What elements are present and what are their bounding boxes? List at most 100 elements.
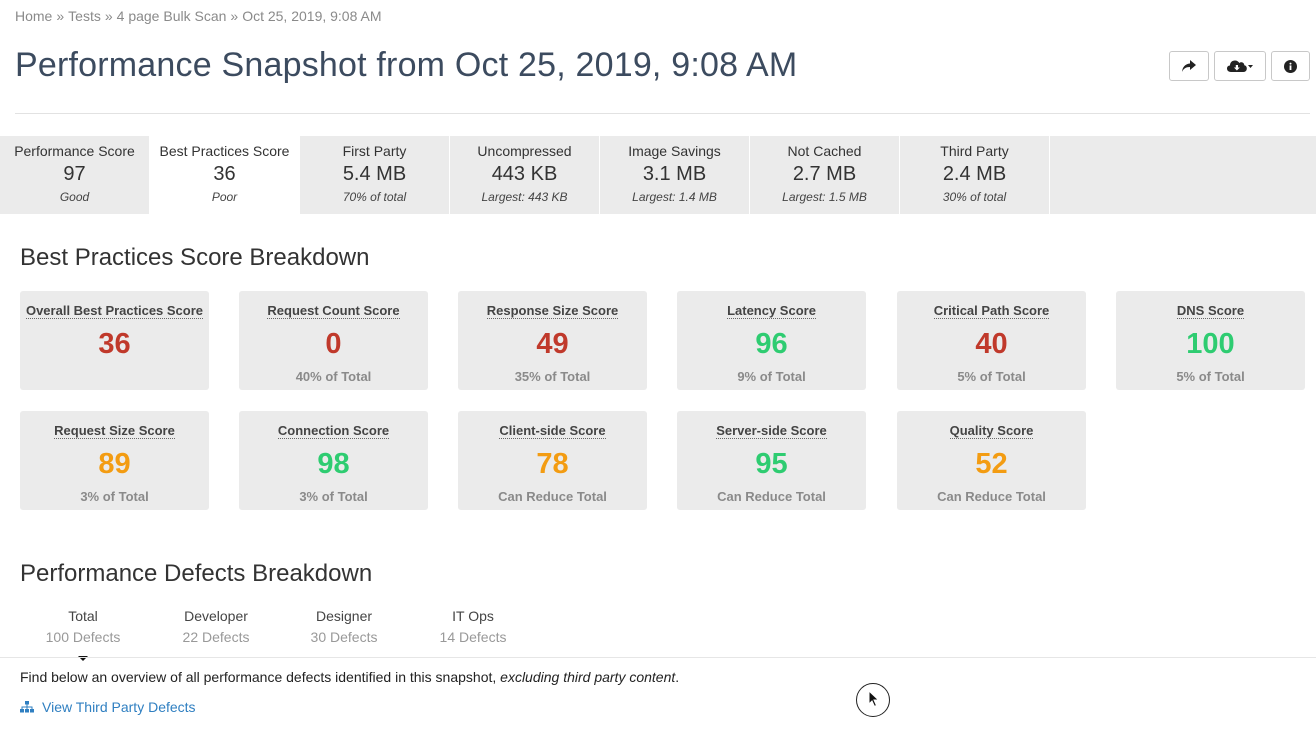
metric-value: 36 bbox=[213, 163, 236, 185]
active-tab-caret-icon bbox=[78, 656, 88, 661]
score-card-value: 40 bbox=[975, 328, 1008, 360]
score-card-label[interactable]: Critical Path Score bbox=[933, 303, 1050, 319]
metric-value: 2.7 MB bbox=[792, 163, 857, 185]
score-card-sub: Can Reduce Total bbox=[498, 489, 607, 504]
metric-tab-performance-score[interactable]: Performance Score 97 Good bbox=[0, 136, 150, 214]
header-divider bbox=[15, 113, 1310, 114]
metric-sub: 70% of total bbox=[342, 190, 407, 204]
score-card-sub: 3% of Total bbox=[299, 489, 368, 504]
score-card-sub: 35% of Total bbox=[514, 369, 591, 384]
breadcrumb-home[interactable]: Home bbox=[15, 8, 53, 24]
info-icon bbox=[1284, 59, 1297, 73]
score-card-label[interactable]: Latency Score bbox=[727, 303, 816, 319]
score-card-value: 78 bbox=[536, 448, 569, 480]
score-card-label[interactable]: Request Count Score bbox=[267, 303, 400, 319]
score-card-value: 52 bbox=[975, 448, 1008, 480]
score-card-sub: 9% of Total bbox=[737, 369, 806, 384]
score-card-label[interactable]: Request Size Score bbox=[54, 423, 175, 439]
metric-value: 443 KB bbox=[491, 163, 558, 185]
score-card-label[interactable]: Response Size Score bbox=[486, 303, 619, 319]
score-card-latency: Latency Score 96 9% of Total bbox=[677, 291, 866, 390]
breadcrumb-separator: » bbox=[230, 8, 239, 24]
score-card-connection: Connection Score 98 3% of Total bbox=[239, 411, 428, 510]
metric-tab-first-party[interactable]: First Party 5.4 MB 70% of total bbox=[300, 136, 450, 214]
score-card-quality: Quality Score 52 Can Reduce Total bbox=[897, 411, 1086, 510]
metric-label: Performance Score bbox=[14, 143, 135, 159]
metric-label: Uncompressed bbox=[477, 143, 572, 159]
metric-tab-best-practices-score[interactable]: Best Practices Score 36 Poor bbox=[150, 136, 300, 214]
breadcrumb-separator: » bbox=[56, 8, 65, 24]
defect-tab-it-ops[interactable]: IT Ops 14 Defects bbox=[410, 608, 536, 645]
breadcrumb-tests[interactable]: Tests bbox=[68, 8, 101, 24]
third-party-link-label: View Third Party Defects bbox=[42, 699, 196, 715]
score-card-label[interactable]: Connection Score bbox=[277, 423, 390, 439]
metric-sub: Largest: 1.5 MB bbox=[782, 190, 867, 204]
download-button[interactable] bbox=[1214, 51, 1266, 81]
score-card-sub: Can Reduce Total bbox=[717, 489, 826, 504]
metric-tab-not-cached[interactable]: Not Cached 2.7 MB Largest: 1.5 MB bbox=[750, 136, 900, 214]
metric-sub: 30% of total bbox=[942, 190, 1007, 204]
defect-tab-designer[interactable]: Designer 30 Defects bbox=[281, 608, 407, 645]
breadcrumb-bulk-scan[interactable]: 4 page Bulk Scan bbox=[116, 8, 227, 24]
metric-sub: Good bbox=[59, 190, 90, 204]
defect-tab-label: Designer bbox=[315, 608, 373, 624]
metric-label: Third Party bbox=[940, 143, 1009, 159]
metric-value: 3.1 MB bbox=[642, 163, 707, 185]
metric-value: 5.4 MB bbox=[342, 163, 407, 185]
best-practices-section-title: Best Practices Score Breakdown bbox=[20, 244, 370, 271]
mouse-cursor-icon bbox=[868, 690, 880, 708]
view-third-party-defects-link[interactable]: View Third Party Defects bbox=[20, 699, 196, 715]
metric-value: 2.4 MB bbox=[942, 163, 1007, 185]
score-card-label[interactable]: Overall Best Practices Score bbox=[25, 303, 204, 319]
score-card-label[interactable]: Client-side Score bbox=[499, 423, 606, 439]
defect-tab-count: 100 Defects bbox=[45, 629, 121, 645]
info-button[interactable] bbox=[1271, 51, 1310, 81]
defect-tab-count: 22 Defects bbox=[182, 629, 250, 645]
score-card-label[interactable]: DNS Score bbox=[1176, 303, 1245, 319]
defect-tab-count: 14 Defects bbox=[439, 629, 507, 645]
score-card-dns: DNS Score 100 5% of Total bbox=[1116, 291, 1305, 390]
metric-label: Best Practices Score bbox=[159, 143, 290, 159]
metric-summary-bar: Performance Score 97 Good Best Practices… bbox=[0, 136, 1316, 214]
metric-sub: Largest: 1.4 MB bbox=[632, 190, 717, 204]
score-card-sub: 5% of Total bbox=[957, 369, 1026, 384]
metric-tab-uncompressed[interactable]: Uncompressed 443 KB Largest: 443 KB bbox=[450, 136, 600, 214]
metric-label: Image Savings bbox=[628, 143, 721, 159]
score-card-value: 0 bbox=[325, 328, 342, 360]
breadcrumb-current: Oct 25, 2019, 9:08 AM bbox=[242, 8, 382, 24]
breadcrumb-separator: » bbox=[104, 8, 113, 24]
page-title: Performance Snapshot from Oct 25, 2019, … bbox=[15, 46, 798, 84]
defect-tab-label: Developer bbox=[184, 608, 248, 624]
metric-tab-image-savings[interactable]: Image Savings 3.1 MB Largest: 1.4 MB bbox=[600, 136, 750, 214]
metric-tab-third-party[interactable]: Third Party 2.4 MB 30% of total bbox=[900, 136, 1050, 214]
share-button[interactable] bbox=[1169, 51, 1209, 81]
score-card-server-side: Server-side Score 95 Can Reduce Total bbox=[677, 411, 866, 510]
metric-value: 97 bbox=[63, 163, 86, 185]
defects-divider bbox=[0, 657, 1316, 658]
cloud-download-icon bbox=[1227, 60, 1253, 72]
share-icon bbox=[1182, 60, 1196, 72]
score-card-label[interactable]: Quality Score bbox=[949, 423, 1034, 439]
score-card-client-side: Client-side Score 78 Can Reduce Total bbox=[458, 411, 647, 510]
score-card-sub: Can Reduce Total bbox=[937, 489, 1046, 504]
defects-overview-text: Find below an overview of all performanc… bbox=[20, 669, 679, 685]
toolbar bbox=[1169, 51, 1310, 81]
score-card-value: 96 bbox=[755, 328, 788, 360]
overview-text: Find below an overview of all performanc… bbox=[20, 669, 501, 685]
score-card-response-size: Response Size Score 49 35% of Total bbox=[458, 291, 647, 390]
defect-tab-developer[interactable]: Developer 22 Defects bbox=[153, 608, 279, 645]
defect-tab-count: 30 Defects bbox=[310, 629, 378, 645]
score-card-request-size: Request Size Score 89 3% of Total bbox=[20, 411, 209, 510]
defect-tab-total[interactable]: Total 100 Defects bbox=[20, 608, 146, 645]
score-card-request-count: Request Count Score 0 40% of Total bbox=[239, 291, 428, 390]
metric-sub: Largest: 443 KB bbox=[481, 190, 568, 204]
defect-tab-label: Total bbox=[68, 608, 98, 624]
breadcrumb: Home» Tests» 4 page Bulk Scan» Oct 25, 2019… bbox=[15, 8, 382, 24]
sitemap-icon bbox=[20, 701, 34, 713]
defect-tab-label: IT Ops bbox=[452, 608, 494, 624]
overview-emphasis: excluding third party content bbox=[500, 669, 676, 685]
metric-label: Not Cached bbox=[787, 143, 862, 159]
score-card-label[interactable]: Server-side Score bbox=[716, 423, 827, 439]
score-card-sub: 40% of Total bbox=[295, 369, 372, 384]
score-card-critical-path: Critical Path Score 40 5% of Total bbox=[897, 291, 1086, 390]
